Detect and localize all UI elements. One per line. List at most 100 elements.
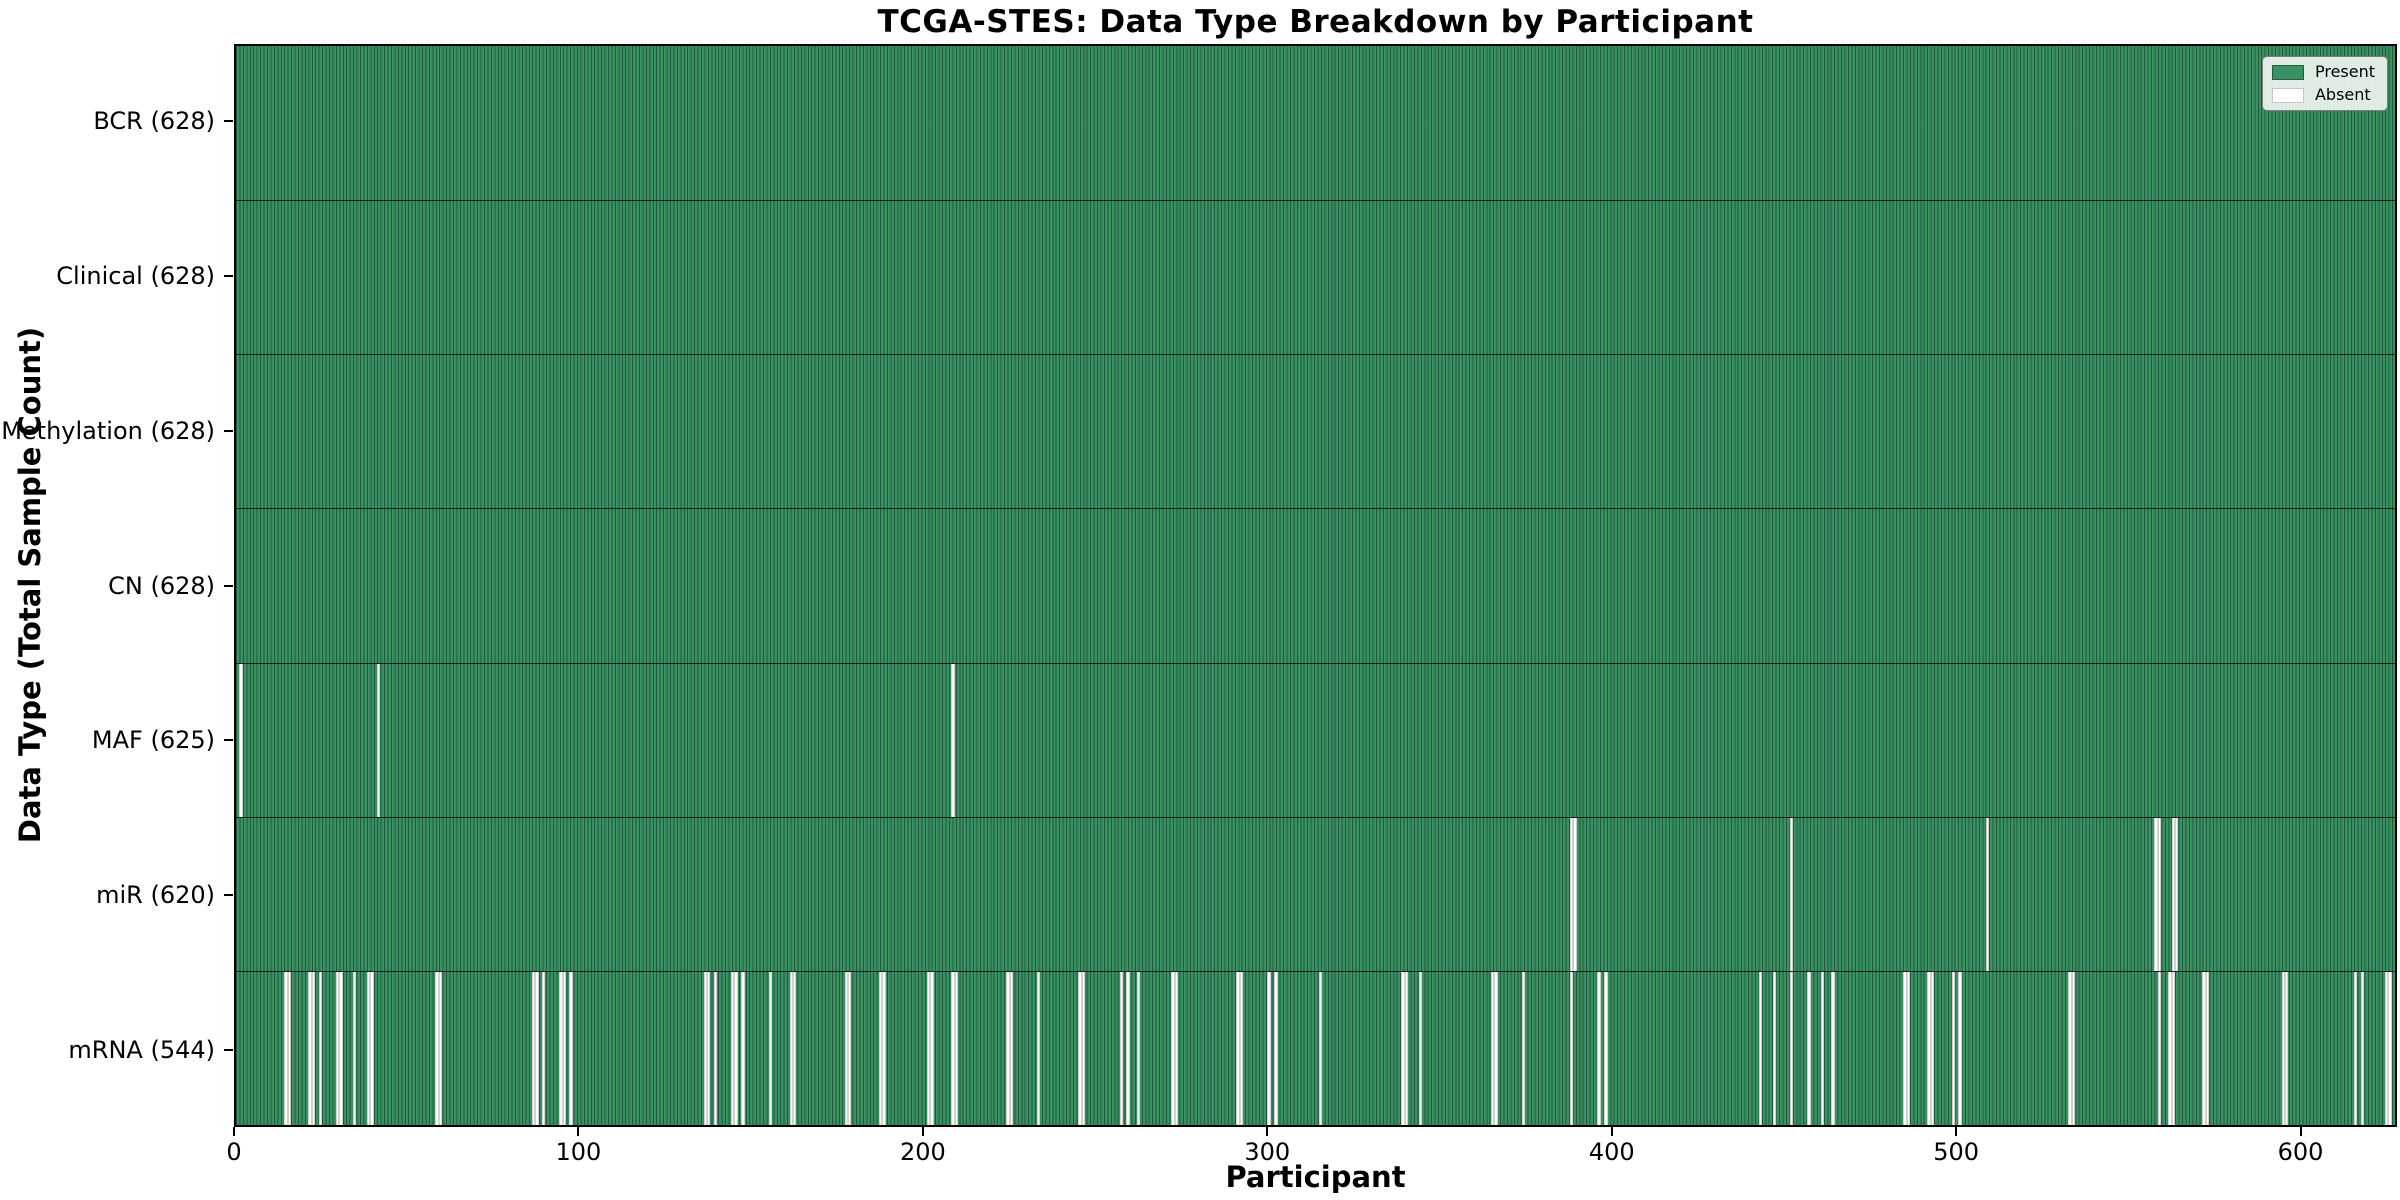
absent-cell bbox=[768, 971, 773, 1125]
heatmap-row-miR bbox=[236, 816, 2395, 971]
absent-cell bbox=[2171, 817, 2175, 971]
absent-cell bbox=[2154, 817, 2158, 971]
absent-cell bbox=[1404, 971, 1409, 1125]
absent-cell bbox=[1758, 971, 1763, 1125]
absent-cell bbox=[2157, 817, 2162, 971]
x-tick-label-100: 100 bbox=[555, 1138, 602, 1166]
absent-cell bbox=[366, 971, 371, 1125]
absent-cell bbox=[535, 971, 539, 1125]
absent-cell bbox=[927, 971, 931, 1125]
absent-cell bbox=[2171, 971, 2175, 1125]
y-tick-label-Methylation: Methylation (628) bbox=[1, 416, 215, 445]
absent-cell bbox=[1037, 971, 1041, 1125]
absent-cell bbox=[541, 971, 546, 1125]
y-tick-mark bbox=[224, 120, 233, 123]
absent-cell bbox=[930, 971, 934, 1125]
absent-cell bbox=[1958, 971, 1962, 1125]
absent-cell bbox=[1136, 971, 1141, 1125]
absent-cell bbox=[1951, 971, 1955, 1125]
absent-cell bbox=[951, 663, 955, 817]
absent-cell bbox=[1126, 971, 1130, 1125]
y-tick-mark bbox=[224, 429, 233, 432]
absent-cell bbox=[569, 971, 573, 1125]
x-tick-mark bbox=[921, 1127, 924, 1136]
absent-cell bbox=[2157, 971, 2162, 1125]
heatmap-row-CN bbox=[236, 508, 2395, 663]
absent-cell bbox=[339, 971, 343, 1125]
absent-cell bbox=[1569, 971, 1574, 1125]
legend-item-absent: Absent bbox=[2271, 87, 2375, 103]
absent-cell bbox=[1772, 971, 1777, 1125]
absent-cell bbox=[1927, 971, 1931, 1125]
absent-cell bbox=[1006, 971, 1010, 1125]
x-tick-label-200: 200 bbox=[899, 1138, 946, 1166]
legend-label-present: Present bbox=[2314, 62, 2375, 81]
absent-cell bbox=[2174, 817, 2179, 971]
y-tick-mark bbox=[224, 275, 233, 278]
absent-cell bbox=[2284, 971, 2289, 1125]
absent-cell bbox=[1820, 971, 1825, 1125]
legend: Present Absent bbox=[2261, 56, 2388, 111]
absent-cell bbox=[2071, 971, 2076, 1125]
absent-cell bbox=[1569, 817, 1574, 971]
absent-cell bbox=[1597, 971, 1601, 1125]
absent-cell bbox=[792, 971, 797, 1125]
absent-cell bbox=[731, 971, 735, 1125]
absent-cell bbox=[1789, 817, 1794, 971]
absent-cell bbox=[1494, 971, 1498, 1125]
heatmap-row-MAF bbox=[236, 662, 2395, 817]
y-tick-label-BCR: BCR (628) bbox=[93, 107, 215, 136]
x-tick-label-500: 500 bbox=[1933, 1138, 1980, 1166]
absent-cell bbox=[954, 971, 958, 1125]
absent-cell bbox=[713, 971, 718, 1125]
plot-area: Present Absent bbox=[234, 44, 2397, 1127]
absent-swatch-icon bbox=[2271, 87, 2304, 103]
absent-cell bbox=[370, 971, 374, 1125]
absent-cell bbox=[308, 971, 312, 1125]
absent-cell bbox=[1236, 971, 1240, 1125]
absent-cell bbox=[2168, 971, 2172, 1125]
absent-cell bbox=[1807, 971, 1811, 1125]
absent-cell bbox=[531, 971, 536, 1125]
absent-cell bbox=[1490, 971, 1495, 1125]
absent-cell bbox=[1985, 817, 1990, 971]
absent-cell bbox=[741, 971, 745, 1125]
absent-cell bbox=[1930, 971, 1935, 1125]
absent-cell bbox=[2202, 971, 2206, 1125]
absent-cell bbox=[311, 971, 316, 1125]
absent-cell bbox=[1078, 971, 1082, 1125]
x-tick-mark bbox=[233, 1127, 235, 1136]
x-tick-mark bbox=[1610, 1127, 1613, 1136]
y-tick-label-MAF: MAF (625) bbox=[91, 726, 215, 755]
absent-cell bbox=[2353, 971, 2358, 1125]
absent-cell bbox=[734, 971, 738, 1125]
absent-cell bbox=[1831, 971, 1835, 1125]
absent-cell bbox=[335, 971, 340, 1125]
absent-cell bbox=[844, 971, 848, 1125]
absent-cell bbox=[352, 971, 357, 1125]
x-axis-label: Participant bbox=[1225, 1160, 1406, 1194]
absent-cell bbox=[2205, 971, 2210, 1125]
absent-cell bbox=[1009, 971, 1013, 1125]
absent-cell bbox=[951, 971, 955, 1125]
absent-cell bbox=[1401, 971, 1405, 1125]
y-tick-label-miR: miR (620) bbox=[96, 880, 215, 909]
legend-item-present: Present bbox=[2271, 62, 2375, 81]
absent-cell bbox=[1274, 971, 1278, 1125]
absent-cell bbox=[318, 971, 322, 1125]
heatmap-row-BCR bbox=[236, 46, 2395, 201]
absent-cell bbox=[878, 971, 883, 1125]
x-tick-mark bbox=[1955, 1127, 1958, 1136]
absent-cell bbox=[1903, 971, 1907, 1125]
x-tick-mark bbox=[1266, 1127, 1269, 1136]
absent-cell bbox=[1521, 971, 1526, 1125]
absent-cell bbox=[847, 971, 852, 1125]
absent-cell bbox=[562, 971, 567, 1125]
absent-cell bbox=[2281, 971, 2285, 1125]
absent-cell bbox=[706, 971, 711, 1125]
y-tick-label-CN: CN (628) bbox=[108, 571, 215, 600]
y-tick-label-mRNA: mRNA (544) bbox=[68, 1035, 215, 1064]
x-tick-label-400: 400 bbox=[1588, 1138, 1635, 1166]
absent-cell bbox=[1239, 971, 1244, 1125]
